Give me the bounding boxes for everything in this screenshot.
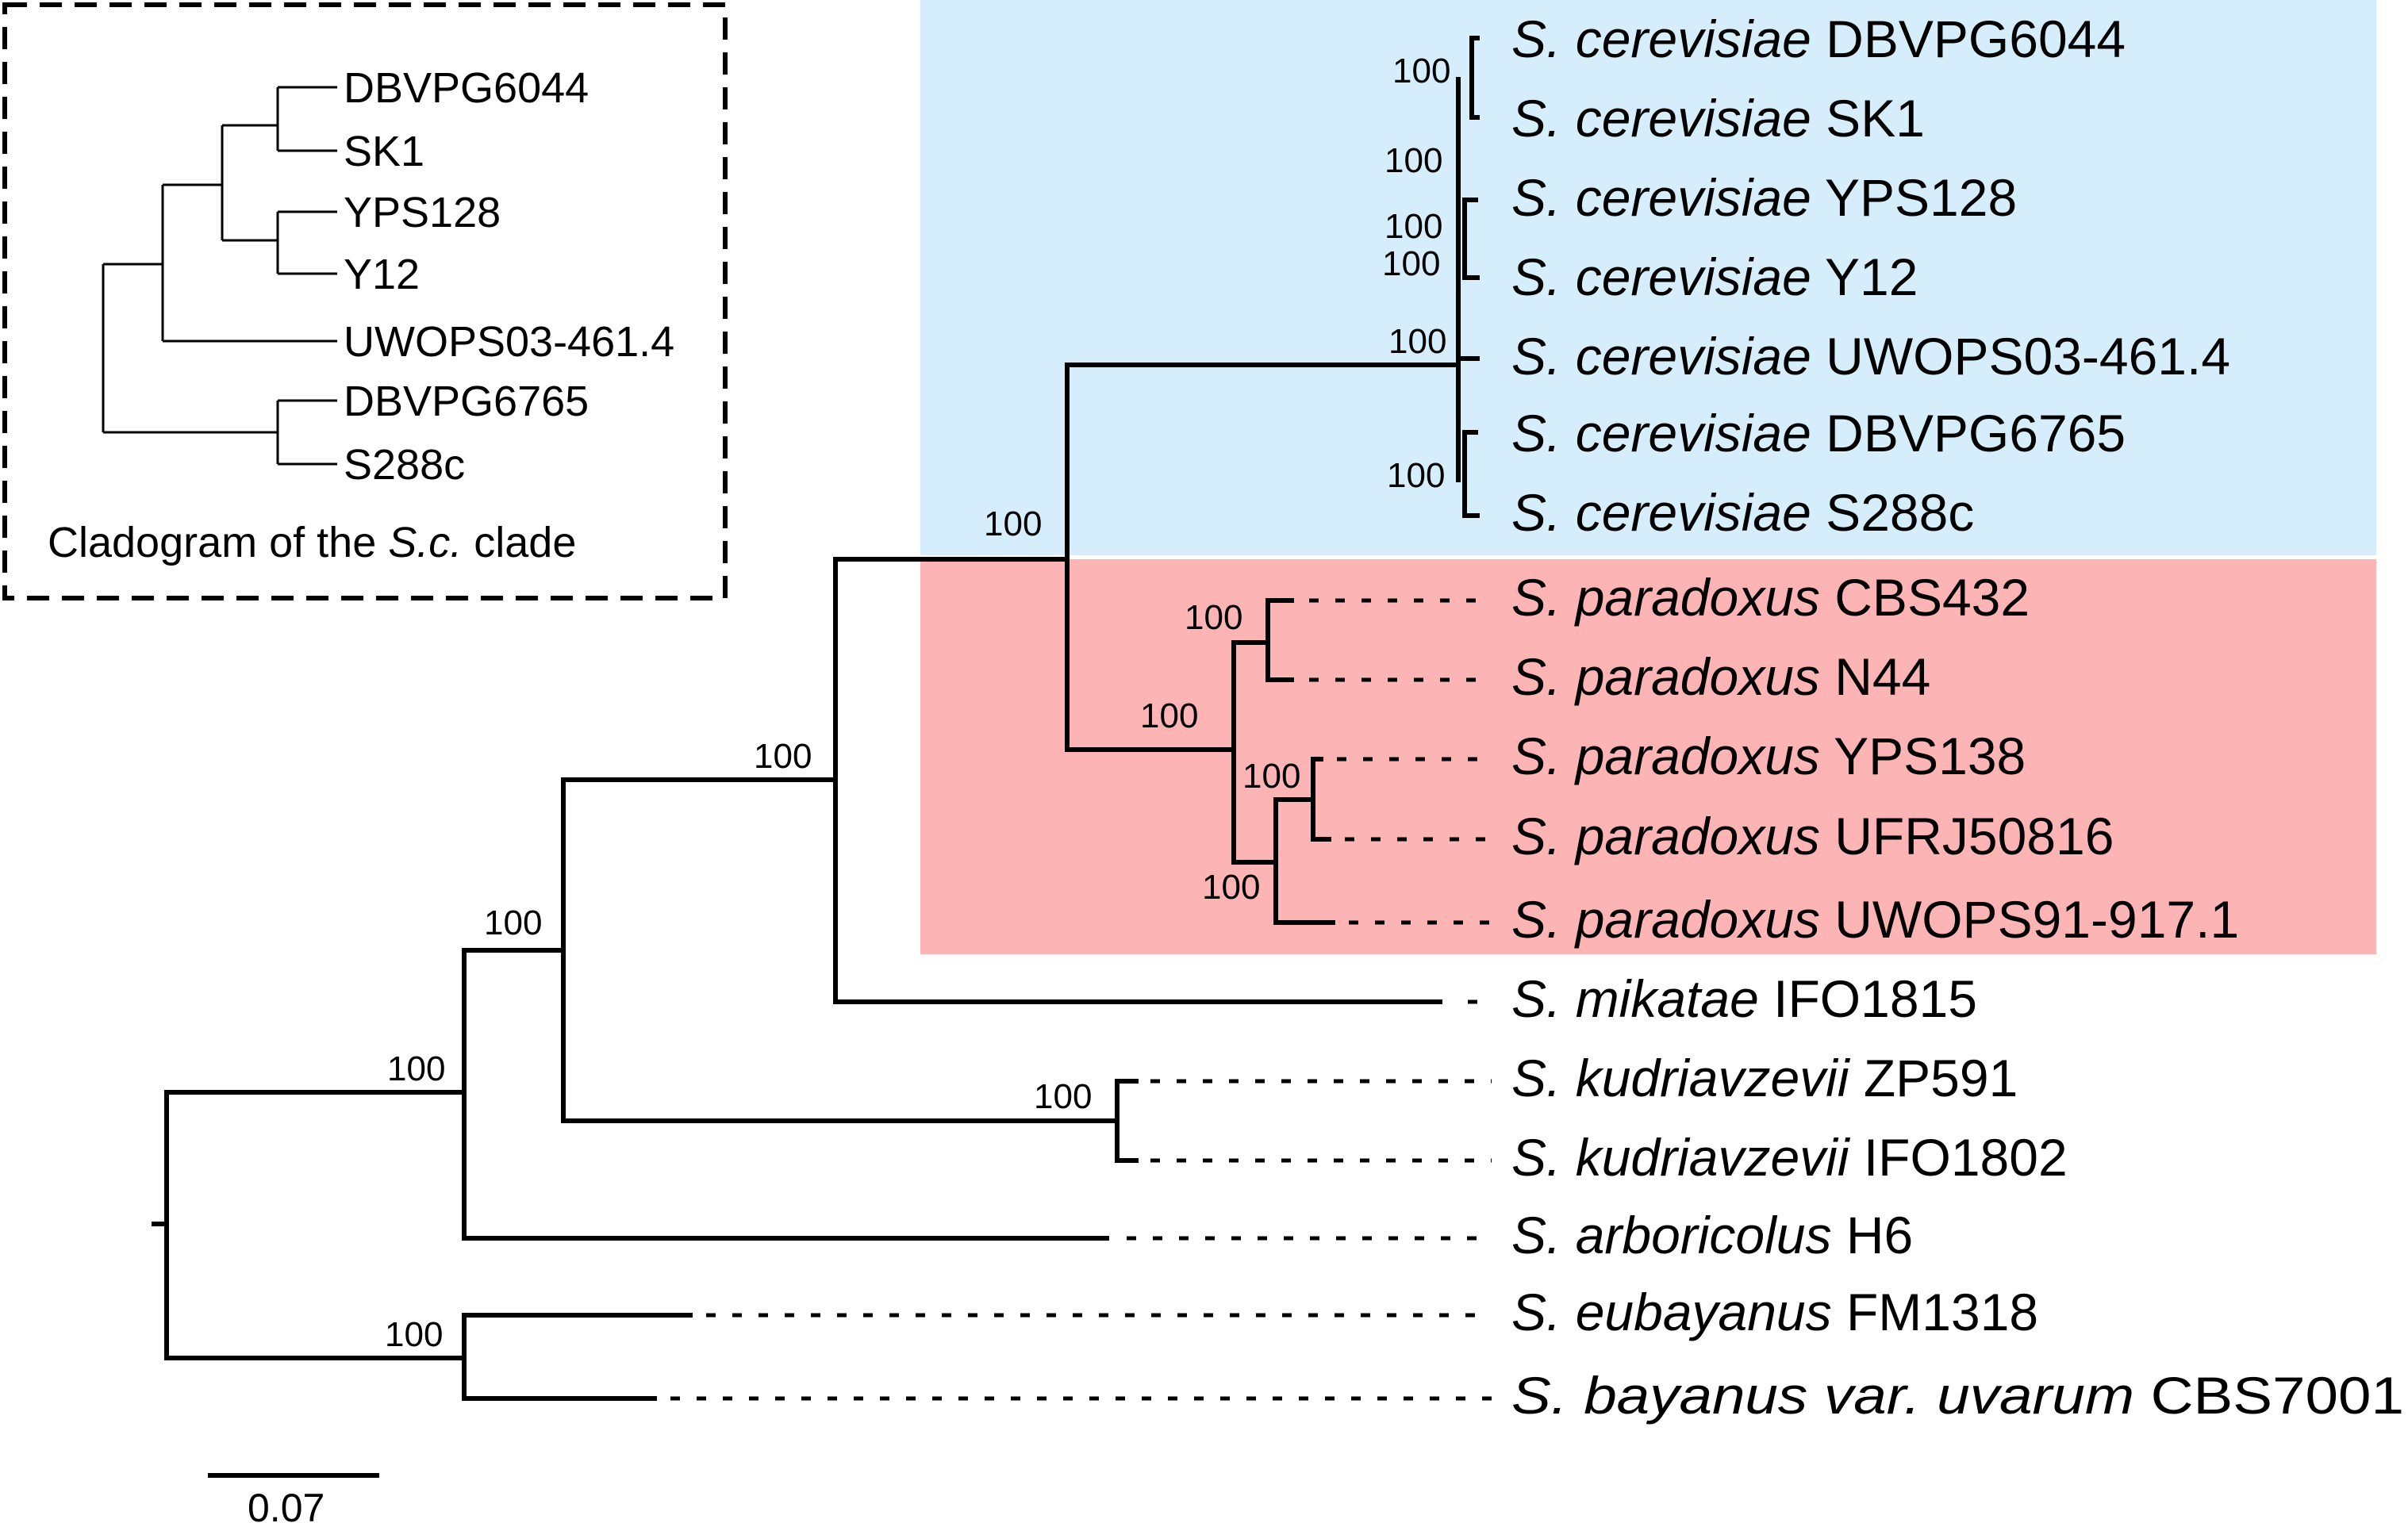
taxon-label: S. mikatae IFO1815: [1511, 969, 1977, 1028]
support-values: 100 100 100 100 100 100 100 100 100 100 …: [385, 52, 1450, 1354]
taxon-label: S. cerevisiae S288c: [1511, 483, 1974, 542]
scale-bar: 0.07: [208, 1473, 379, 1523]
support-value: 100: [1382, 244, 1440, 283]
inset-branches: [102, 86, 337, 466]
cerevisiae-clade-highlight: [920, 0, 2376, 555]
support-value: 100: [984, 504, 1042, 543]
taxon-label: S. cerevisiae Y12: [1511, 247, 1918, 306]
taxon-label: S. paradoxus CBS432: [1511, 568, 2030, 627]
support-value: 100: [1140, 696, 1198, 735]
inset-leaf-label: SK1: [344, 128, 424, 175]
support-value: 100: [387, 1049, 445, 1088]
support-value: 100: [1387, 456, 1445, 495]
paradoxus-clade-highlight: [920, 559, 2376, 954]
leader-lines: [670, 598, 1492, 1401]
taxon-labels: S. cerevisiae DBVPG6044 S. cerevisiae SK…: [1511, 10, 2404, 1425]
support-value: 100: [1388, 322, 1446, 361]
taxon-label: S. kudriavzevii ZP591: [1511, 1049, 2018, 1107]
support-value: 100: [385, 1315, 443, 1354]
taxon-label: S. paradoxus UFRJ50816: [1511, 807, 2114, 865]
support-value: 100: [754, 737, 812, 776]
taxon-label: S. paradoxus N44: [1511, 647, 1930, 706]
support-value: 100: [1242, 757, 1300, 796]
support-value: 100: [1392, 52, 1450, 90]
taxon-label: S. cerevisiae UWOPS03-461.4: [1511, 327, 2230, 386]
inset-frame: [2, 2, 728, 600]
taxon-label: S. paradoxus YPS138: [1511, 727, 2026, 785]
taxon-label: S. paradoxus UWOPS91-917.1: [1511, 890, 2239, 949]
taxon-label: S. arboricolus H6: [1511, 1206, 1913, 1264]
support-value: 100: [1185, 598, 1242, 637]
inset-caption: Cladogram of the S.c. clade: [48, 519, 576, 566]
taxon-label: S. kudriavzevii IFO1802: [1511, 1128, 2068, 1187]
taxon-label: S. cerevisiae DBVPG6765: [1511, 404, 2126, 462]
support-value: 100: [1385, 141, 1442, 180]
inset-leaf-label: YPS128: [344, 189, 501, 236]
inset-leaf-label: DBVPG6044: [344, 64, 589, 112]
support-value: 100: [484, 903, 542, 942]
scale-bar-label: 0.07: [248, 1486, 325, 1523]
taxon-label: S. cerevisiae DBVPG6044: [1511, 10, 2126, 68]
taxon-label: S. bayanus var. uvarum CBS7001: [1511, 1366, 2404, 1425]
inset-leaf-label: DBVPG6765: [344, 378, 589, 425]
inset-leaf-label: UWOPS03-461.4: [344, 318, 674, 366]
support-value: 100: [1385, 207, 1442, 246]
taxon-label: S. eubayanus FM1318: [1511, 1283, 2038, 1341]
inset-leaf-label: S288c: [344, 441, 465, 489]
support-value: 100: [1034, 1077, 1092, 1116]
support-value: 100: [1202, 868, 1260, 907]
tree-branches: [152, 36, 1480, 1401]
taxon-label: S. cerevisiae SK1: [1511, 89, 1925, 148]
inset-leaf-label: Y12: [344, 251, 420, 298]
taxon-label: S. cerevisiae YPS128: [1511, 168, 2017, 227]
cladogram-inset: DBVPG6044 SK1 YPS128 Y12 UWOPS03-461.4 D…: [2, 2, 728, 600]
